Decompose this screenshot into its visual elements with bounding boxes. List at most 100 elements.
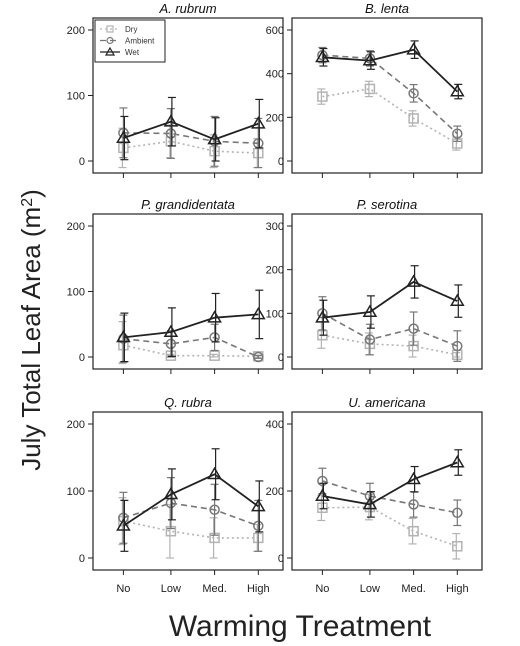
x-tick-label: High [446,583,469,595]
y-tick-label: 200 [266,486,284,498]
y-tick-label: 0 [79,156,85,168]
data-point [408,113,419,124]
y-tick-label: 0 [278,156,284,168]
data-point [118,512,129,524]
data-point [250,116,266,129]
data-point [207,310,222,323]
series-line [122,473,259,527]
data-point [116,130,131,144]
data-point [165,338,177,350]
data-point [452,507,463,519]
data-point [250,498,266,512]
series-dry [118,497,264,559]
legend-marker [104,46,116,56]
data-point [250,306,266,320]
series-wet [116,448,266,552]
y-tick-label: 600 [266,25,284,37]
y-tick-label: 0 [79,352,85,364]
plot-frame [291,213,483,370]
panel-title: A. rubrum [158,1,216,16]
x-axis-label: Warming Treatment [169,610,432,643]
data-point [209,350,220,361]
series-dry [118,321,264,365]
data-point [408,323,419,334]
data-point [163,486,179,500]
data-point [406,471,421,485]
series-line [123,502,259,527]
data-point [408,88,419,99]
y-tick-label: 300 [266,221,284,233]
x-tick-label: Med. [202,583,226,595]
series-ambient [317,467,463,527]
series-dry [317,321,463,361]
data-point [452,340,463,352]
x-tick-label: Med. [401,583,425,595]
y-tick-label: 400 [266,69,284,81]
plot-frame [92,411,284,571]
y-tick-label: 200 [266,265,284,277]
series-line [322,334,458,356]
chart-panel-2: B. lenta 0 200 400 600 [266,1,483,178]
series-line [123,313,259,339]
data-point [452,128,463,139]
x-tick-label: No [315,583,329,595]
chart-panel-5: Q. rubra 0 100 200 No Low Med. High [67,395,284,595]
data-point [362,53,378,66]
data-point [362,304,378,317]
panel-title: P. grandidentata [141,197,235,212]
data-point [317,502,328,513]
x-tick-label: No [116,583,130,595]
series-line [322,280,458,319]
series-wet [116,96,266,162]
series-line [123,344,259,358]
data-point [406,42,421,55]
panel-title: Q. rubra [164,395,212,410]
data-point [116,518,131,531]
y-tick-label: 200 [266,112,284,124]
y-tick-label: 200 [67,221,85,233]
series-line [123,520,259,539]
data-point [315,488,330,501]
chart-panel-1: A. rubrum 0 100 200 Dry Ambient Wet [67,1,284,178]
series-line [322,88,458,145]
series-line [123,120,259,141]
series-dry [317,80,463,151]
chart-panel-3: P. grandidentata 0 100 200 [67,197,284,374]
data-point [317,91,328,102]
series-line [322,506,458,548]
series-line [123,140,259,154]
data-point [406,274,421,287]
data-point [163,114,179,127]
series-dry [118,124,264,169]
y-tick-label: 0 [278,352,284,364]
legend-marker [106,25,114,33]
y-tick-label: 100 [67,486,85,498]
series-wet [315,265,465,336]
data-point [317,475,328,487]
data-point [449,293,465,307]
series-line [322,48,458,93]
data-point [253,520,264,532]
data-point [408,499,419,510]
series-wet [116,289,266,363]
data-point [449,84,465,97]
y-tick-label: 100 [67,287,85,299]
chart-panel-4: P. serotina 0 100 200 300 [266,197,483,374]
chart-panel-6: U. americana 0 200 400 No Low Med. High [266,395,483,595]
y-tick-label: 200 [67,419,85,431]
legend-label: Ambient [125,37,155,46]
data-point [362,496,378,510]
series-line [322,480,458,514]
data-point [209,504,220,516]
plot-frame [291,17,483,174]
legend-label: Wet [125,48,140,57]
y-axis-label-sup: 2 [19,198,36,207]
legend: Dry Ambient Wet [94,19,166,63]
y-tick-label: 100 [266,308,284,320]
x-tick-label: High [247,583,270,595]
series-ambient [317,46,463,142]
panel-title: U. americana [348,395,425,410]
series-line [322,461,458,506]
series-ambient [118,314,264,363]
y-tick-label: 400 [266,419,284,431]
